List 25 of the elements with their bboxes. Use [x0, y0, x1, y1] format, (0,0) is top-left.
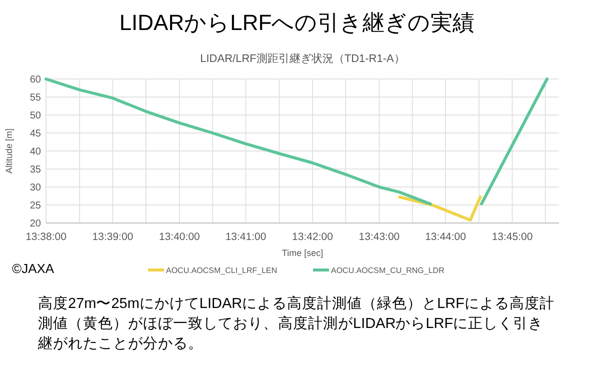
- y-tick-label: 45: [30, 128, 42, 140]
- chart-title: LIDARからLRFへの引き継ぎの実績: [119, 10, 475, 35]
- y-tick-label: 60: [30, 74, 42, 86]
- x-tick-label: 13:41:00: [225, 231, 266, 243]
- y-tick-label: 55: [30, 92, 42, 104]
- y-tick-label: 20: [30, 218, 42, 230]
- x-tick-label: 13:42:00: [292, 231, 334, 243]
- x-axis-title: Time [sec]: [282, 248, 324, 258]
- y-tick-label: 25: [30, 200, 42, 212]
- chart-subtitle: LIDAR/LRF測距引継ぎ状況（TD1-R1-A）: [200, 52, 405, 65]
- text: ©JAXA: [12, 261, 54, 276]
- legend-label: AOCU.AOCSM_CLI_LRF_LEN: [166, 266, 278, 275]
- y-tick-label: 30: [30, 182, 42, 194]
- text: 高度27m〜25mにかけてLIDARによる高度計測値（緑色）とLRFによる高度計測値（黄色）がほぼ一致しており、高度計測がLIDARからLRFに正しく引き継がれたことが分かる。: [38, 294, 556, 354]
- x-tick-label: 13:38:00: [26, 231, 67, 243]
- x-tick-label: 13:44:00: [425, 231, 466, 243]
- x-tick-label: 13:39:00: [92, 231, 134, 243]
- y-axis-title: Altitude [m]: [4, 128, 14, 174]
- x-tick-label: 13:45:00: [492, 231, 533, 243]
- legend-label: AOCU.AOCSM_CU_RNG_LDR: [331, 266, 445, 275]
- y-tick-label: 35: [30, 164, 42, 176]
- x-tick-label: 13:40:00: [159, 231, 200, 243]
- y-tick-label: 40: [30, 146, 42, 158]
- x-tick-label: 13:43:00: [358, 231, 400, 243]
- y-tick-label: 50: [30, 110, 42, 122]
